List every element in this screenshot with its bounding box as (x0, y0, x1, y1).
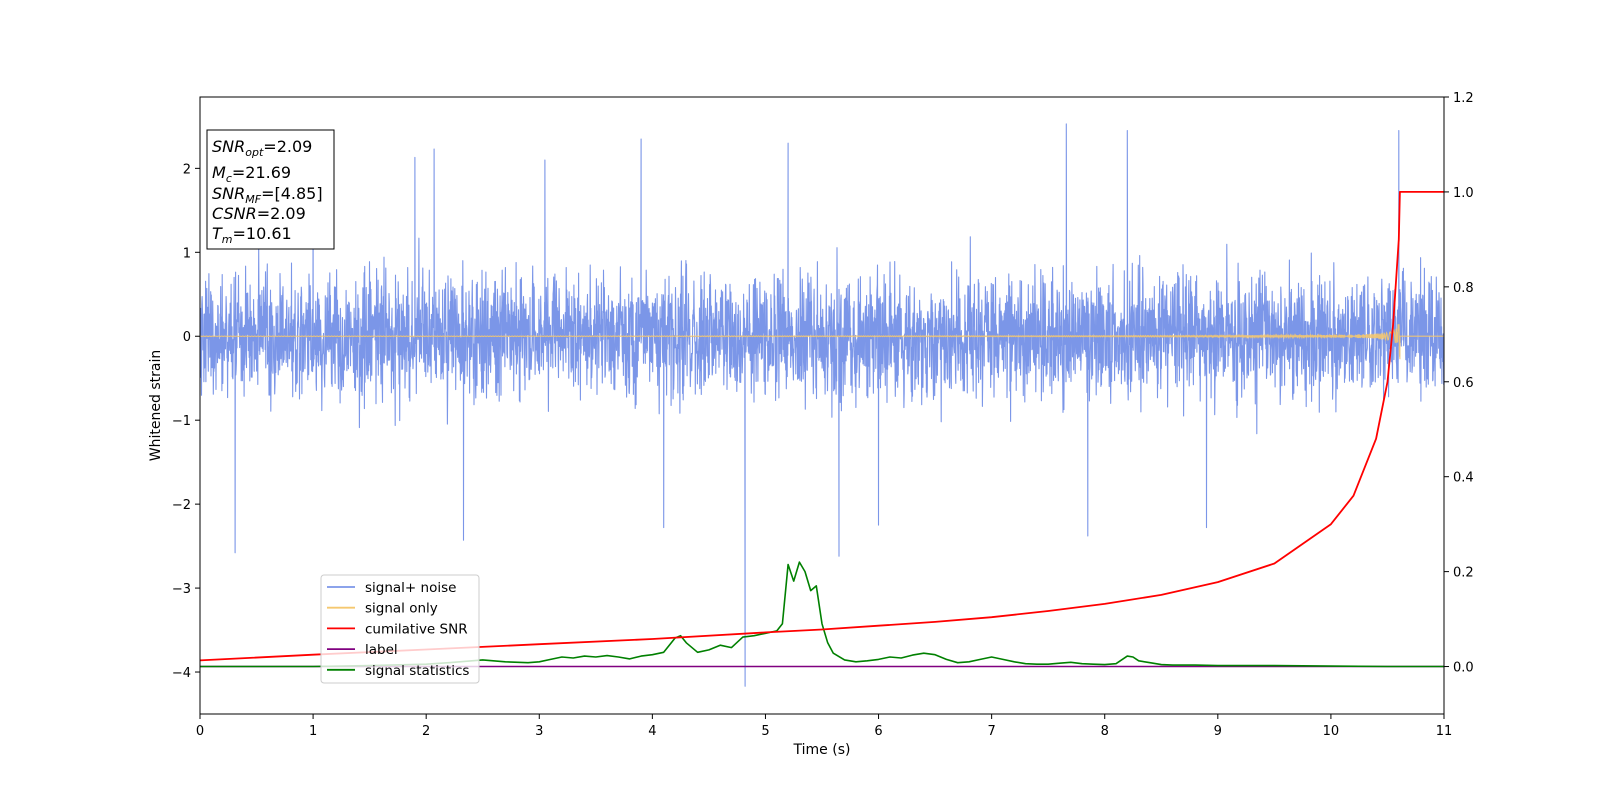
x-tick-label: 4 (648, 724, 656, 739)
x-tick-label: 8 (1101, 724, 1109, 739)
legend-frame (320, 574, 480, 684)
legend-entry: label (365, 642, 398, 658)
series-signal-statistics (200, 561, 1444, 668)
legend-entry: signal+ noise (365, 580, 456, 596)
legend-entry: signal statistics (365, 663, 469, 679)
y-left-tick-label: −1 (172, 414, 191, 429)
x-tick-label: 11 (1436, 724, 1453, 739)
annotation-line: Mc=21.69 (212, 163, 291, 185)
y-right-tick-label: 0.0 (1453, 661, 1474, 676)
annotation-line: SNRopt=2.09 (212, 137, 312, 159)
x-tick-label: 6 (874, 724, 882, 739)
y-right-tick-label: 0.4 (1453, 471, 1474, 486)
legend-entry: cumilative SNR (365, 621, 468, 637)
y-left-tick-label: 1 (183, 246, 191, 261)
annotation-line: Tm=10.61 (212, 224, 292, 246)
x-tick-label: 0 (196, 724, 204, 739)
x-axis: 0 1 2 3 4 5 6 7 8 9 10 11 (196, 714, 1452, 739)
y-axis-label: Whitened strain (148, 350, 164, 461)
y-left-tick-label: −2 (172, 498, 191, 513)
y-axis-left: −4 −3 −2 −1 0 1 2 (172, 162, 200, 681)
y-left-tick-label: 2 (183, 162, 191, 177)
annotation-line: SNRMF=[4.85] (212, 184, 323, 206)
x-tick-label: 10 (1323, 724, 1340, 739)
y-left-tick-label: 0 (183, 330, 191, 345)
series-signal-only (200, 324, 1444, 360)
x-tick-label: 3 (535, 724, 543, 739)
series-cumulative-snr (200, 191, 1444, 662)
x-tick-label: 1 (309, 724, 317, 739)
legend-entry: signal only (365, 601, 438, 617)
x-tick-label: 7 (987, 724, 995, 739)
y-right-tick-label: 0.8 (1453, 281, 1474, 296)
parameter-annotation-box: SNRopt=2.09 Mc=21.69SNRMF=[4.85]CSNR=2.09… (206, 129, 335, 250)
y-left-tick-label: −4 (172, 666, 191, 681)
y-right-tick-label: 1.2 (1453, 91, 1474, 106)
y-axis-right: 0.0 0.2 0.4 0.6 0.8 1.0 1.2 (1444, 91, 1474, 676)
x-tick-label: 2 (422, 724, 430, 739)
legend: signal+ noise signal only cumilative SNR la… (320, 574, 480, 684)
annotation-frame (206, 129, 335, 250)
x-tick-label: 5 (761, 724, 769, 739)
annotation-line: CSNR=2.09 (212, 204, 306, 223)
plot-frame (199, 96, 1445, 715)
y-left-tick-label: −3 (172, 582, 191, 597)
x-axis-label: Time (s) (793, 742, 851, 758)
x-tick-label: 9 (1214, 724, 1222, 739)
y-right-tick-label: 1.0 (1453, 186, 1474, 201)
y-right-tick-label: 0.2 (1453, 566, 1474, 581)
y-right-tick-label: 0.6 (1453, 376, 1474, 391)
series-signal-noise (200, 123, 1444, 687)
